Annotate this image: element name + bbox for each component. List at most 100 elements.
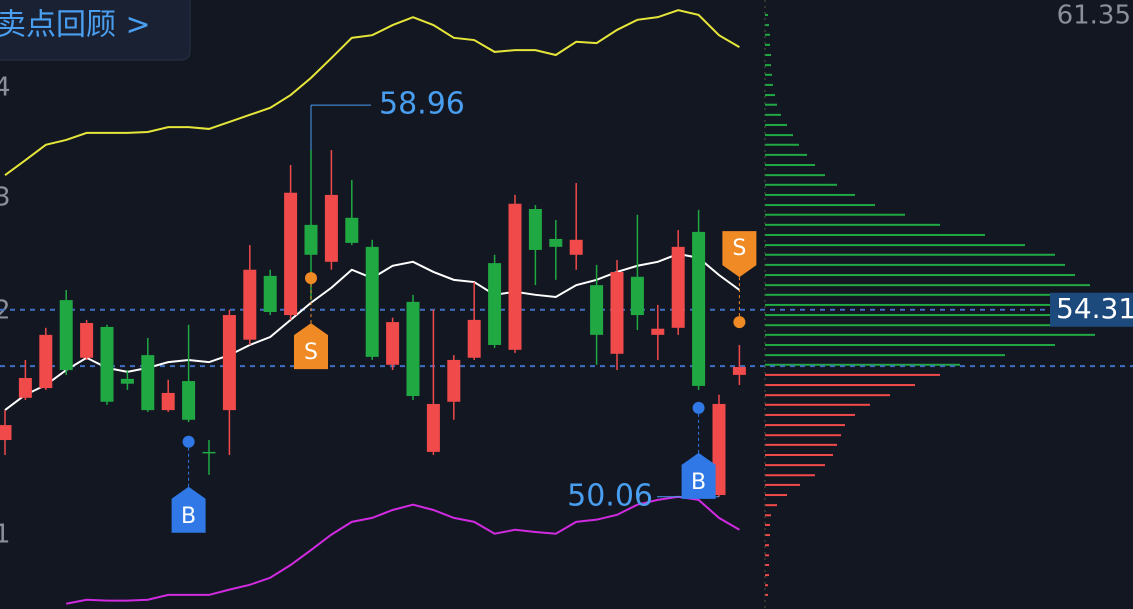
profile-bar: [765, 394, 890, 397]
profile-bar: [765, 123, 787, 126]
candle-body: [202, 451, 216, 454]
profile-bar: [765, 263, 1065, 266]
candle-body: [222, 315, 236, 411]
profile-bar: [765, 554, 769, 557]
profile-bar: [765, 223, 940, 226]
profile-bar: [765, 183, 837, 186]
profile-bar: [765, 284, 1090, 287]
axis-top-label: 61.35: [1057, 1, 1131, 31]
candle-body: [304, 224, 318, 255]
candle-body: [406, 301, 420, 397]
profile-bar: [765, 453, 833, 456]
candle-body: [569, 239, 583, 255]
signal-dot: [182, 435, 195, 448]
profile-bar: [765, 174, 825, 177]
last-price-label: 54.31: [1056, 292, 1133, 325]
profile-bar: [765, 504, 777, 507]
candle-body: [508, 203, 522, 350]
signal-label: B: [691, 470, 706, 495]
candle-body: [345, 217, 359, 243]
profile-bar: [765, 333, 1095, 336]
candle-body: [161, 392, 175, 411]
candle-body: [732, 366, 746, 375]
profile-bar: [765, 354, 1005, 357]
profile-bar: [765, 514, 771, 517]
profile-bar: [765, 164, 815, 167]
profile-bar: [765, 464, 825, 467]
signal-marker: [722, 231, 757, 278]
profile-bar: [765, 563, 769, 566]
band-line: [66, 495, 740, 605]
candle-body: [590, 285, 604, 335]
candle-body: [386, 322, 400, 365]
profile-bar: [765, 474, 815, 477]
candle-body: [488, 263, 502, 345]
signal-dot: [733, 316, 746, 329]
review-button-bg[interactable]: [0, 0, 191, 61]
candle-body: [263, 275, 277, 312]
candle-body: [324, 194, 338, 262]
profile-bar: [765, 43, 770, 46]
candle-body: [284, 192, 298, 316]
signal-label: S: [732, 236, 746, 261]
candle-body: [100, 326, 114, 402]
candle-body: [447, 359, 461, 402]
signal-label: B: [181, 504, 196, 529]
signal-dot: [305, 272, 317, 285]
candle-body: [120, 378, 134, 384]
profile-bar: [765, 24, 769, 27]
profile-bar: [765, 54, 771, 57]
review-button[interactable]: 卖点回顾 >: [0, 8, 151, 43]
candle-body: [365, 246, 379, 357]
profile-bar: [765, 193, 855, 196]
profile-bar: [765, 424, 845, 427]
profile-bar: [765, 204, 875, 207]
profile-bar: [765, 213, 905, 216]
profile-bar: [765, 373, 940, 376]
profile-bar: [765, 134, 793, 137]
candle-body: [610, 271, 624, 354]
candle-body: [80, 322, 94, 358]
profile-bar: [765, 534, 770, 537]
candle-body: [426, 403, 440, 452]
y-tick-label: 3: [0, 183, 11, 213]
annotation-label: 58.96: [379, 87, 465, 122]
profile-bar: [765, 523, 770, 526]
profile-bar: [765, 13, 768, 16]
profile-bar: [765, 413, 855, 416]
profile-bar: [765, 584, 768, 587]
profile-bar: [765, 303, 1125, 306]
profile-bar: [765, 233, 985, 236]
profile-bar: [765, 103, 777, 106]
profile-bar: [765, 593, 768, 596]
profile-bar: [765, 363, 960, 366]
signal-marker: [294, 323, 328, 370]
profile-bar: [765, 544, 769, 547]
profile-bar: [765, 73, 772, 76]
band-line: [4, 9, 740, 176]
candle-body: [671, 246, 685, 328]
profile-bar: [765, 434, 841, 437]
signal-dot: [692, 401, 705, 414]
profile-bar: [765, 153, 807, 156]
signal-marker: [681, 452, 716, 499]
candle-body: [39, 334, 53, 389]
signal-label: S: [304, 340, 318, 365]
candle-body: [692, 231, 706, 386]
last-price-tag: [1050, 292, 1133, 327]
profile-bar: [765, 253, 1055, 256]
candle-body: [141, 355, 155, 411]
candle-body: [528, 209, 542, 250]
candle-body: [18, 377, 32, 398]
candle-body: [630, 276, 644, 316]
profile-bar: [765, 94, 775, 97]
annotation-label: 50.06: [567, 478, 653, 513]
y-tick-label: 4: [0, 73, 11, 103]
candle-body: [182, 381, 196, 420]
candle-body: [467, 319, 481, 358]
profile-bar: [765, 33, 770, 36]
plot: 4 3 2 1 58.96 50.06 B S B S: [0, 9, 1133, 605]
y-tick-label: 1: [0, 520, 11, 550]
profile-bar: [765, 314, 1133, 317]
